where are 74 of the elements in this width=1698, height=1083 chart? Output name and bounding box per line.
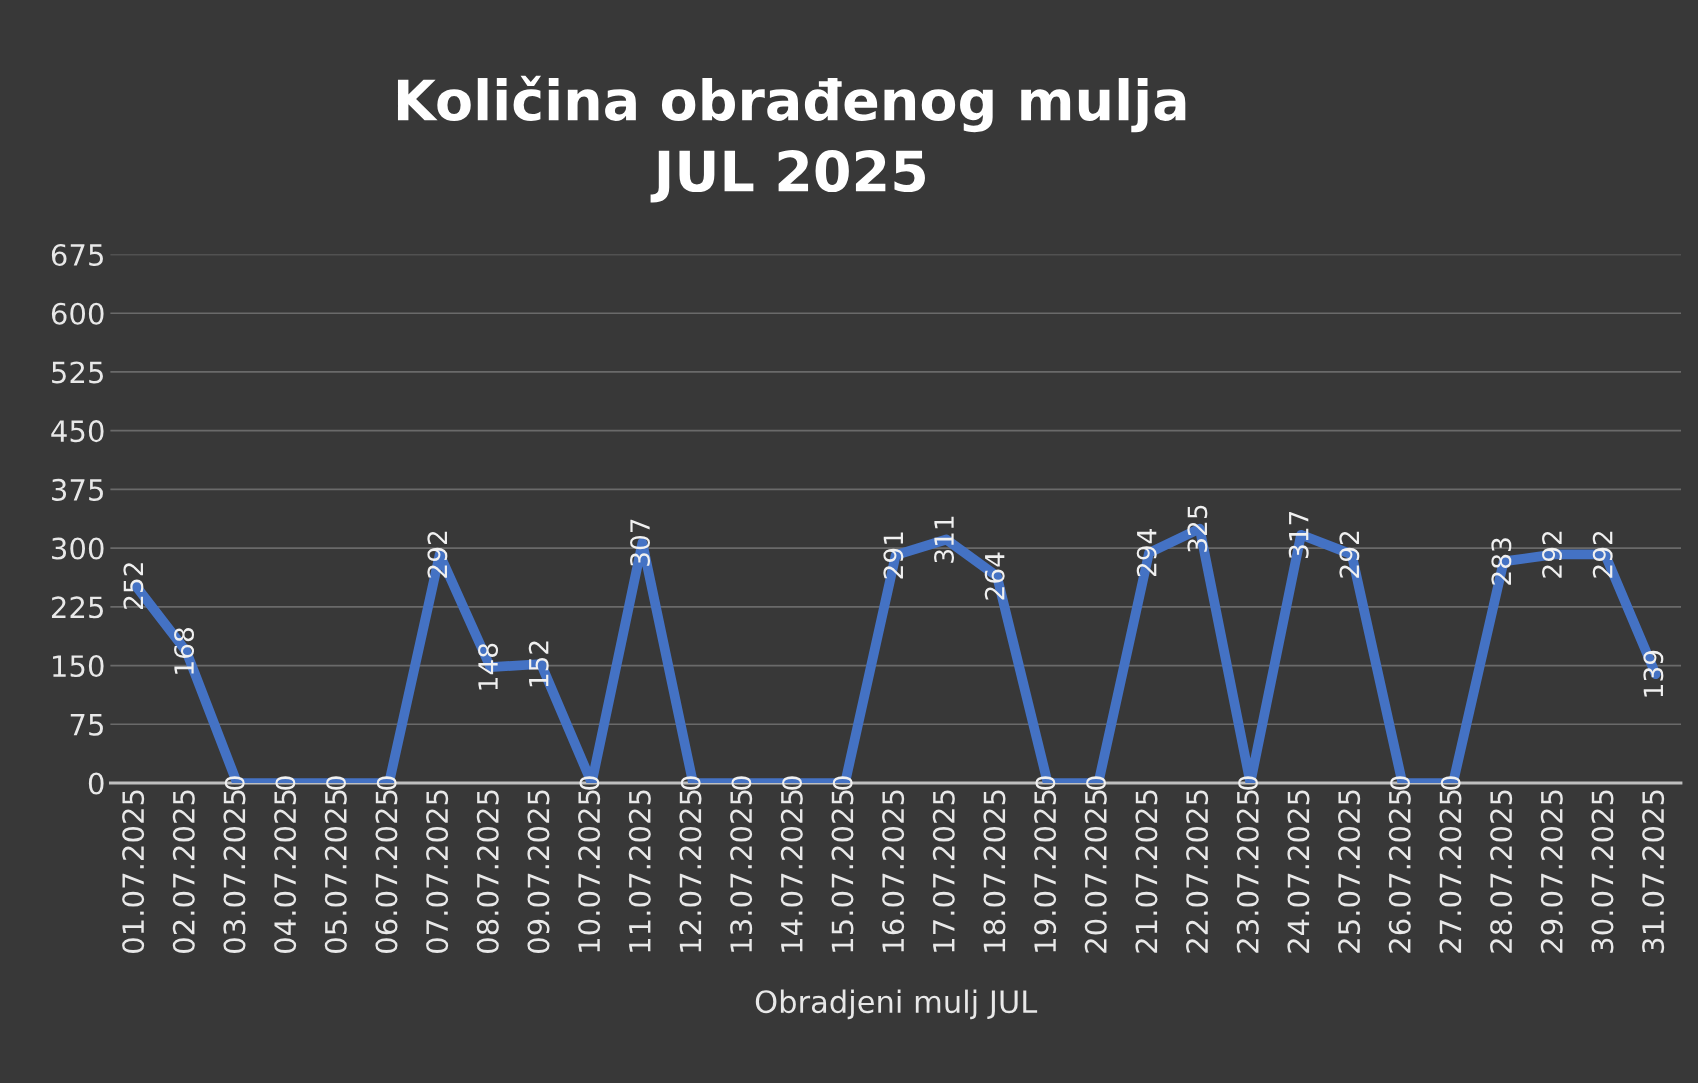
x-tick-label: 27.07.2025 [1439, 790, 1462, 953]
x-tick-label: 15.07.2025 [831, 790, 854, 952]
x-tick-label: 20.07.2025 [1084, 790, 1107, 953]
data-label: 0 [1440, 776, 1461, 790]
x-tick-label: 06.07.2025 [375, 790, 398, 953]
x-tick-label: 12.07.2025 [679, 790, 702, 952]
x-tick-label: 09.07.2025 [527, 790, 550, 953]
chart-title: Količina obrađenog mulja JUL 2025 [397, 75, 1186, 203]
x-axis-title: Obradjeni mulj JUL [755, 989, 1038, 1020]
y-tick-label: 675 [51, 243, 103, 266]
y-tick-label: 375 [52, 478, 103, 501]
y-tick-label: 525 [52, 361, 103, 384]
data-label: 292 [1592, 531, 1613, 578]
x-tick-label: 05.07.2025 [324, 790, 347, 953]
data-label: 317 [1288, 511, 1309, 558]
data-label: 292 [427, 531, 448, 578]
x-tick-label: 31.07.2025 [1642, 790, 1665, 953]
x-tick-label: 26.07.2025 [1388, 790, 1411, 953]
data-label: 291 [883, 532, 904, 579]
x-tick-label: 25.07.2025 [1338, 790, 1361, 953]
data-label: 292 [1339, 531, 1360, 578]
data-label: 139 [1643, 650, 1664, 697]
y-tick-label: 300 [52, 537, 104, 560]
x-tick-label: 19.07.2025 [1034, 790, 1057, 952]
x-tick-label: 08.07.2025 [476, 790, 499, 953]
x-tick-label: 28.07.2025 [1490, 790, 1513, 953]
x-tick-label: 22.07.2025 [1186, 790, 1209, 953]
y-tick-label: 600 [51, 302, 104, 325]
x-tick-label: 23.07.2025 [1236, 790, 1259, 953]
data-label: 0 [224, 776, 245, 790]
x-tick-label: 18.07.2025 [983, 790, 1006, 952]
x-tick-label: 21.07.2025 [1135, 790, 1158, 953]
data-label: 0 [832, 776, 853, 790]
data-label: 0 [376, 776, 397, 790]
data-label: 0 [680, 776, 701, 790]
data-label: 311 [934, 516, 955, 563]
y-tick-label: 75 [70, 714, 103, 736]
data-label: 0 [1390, 776, 1411, 790]
x-tick-label: 02.07.2025 [172, 790, 195, 953]
data-label: 264 [984, 552, 1005, 600]
data-label: 252 [123, 563, 144, 609]
x-tick-label: 14.07.2025 [780, 790, 803, 952]
x-tick-label: 30.07.2025 [1591, 790, 1614, 953]
data-label: 307 [630, 519, 651, 566]
data-label: 152 [528, 641, 549, 687]
y-tick-label: 0 [88, 772, 104, 795]
data-label: 0 [275, 776, 296, 790]
data-label: 283 [1491, 538, 1512, 585]
y-tick-label: 150 [53, 655, 104, 678]
data-label: 0 [326, 776, 347, 790]
x-tick-label: 10.07.2025 [578, 790, 601, 952]
data-label: 294 [1136, 529, 1157, 577]
y-tick-label: 225 [51, 596, 103, 619]
data-label: 0 [1086, 776, 1107, 790]
data-label: 325 [1187, 505, 1208, 552]
x-tick-label: 16.07.2025 [882, 790, 905, 952]
x-tick-label: 01.07.2025 [122, 790, 145, 953]
x-tick-label: 04.07.2025 [274, 790, 297, 953]
x-tick-label: 07.07.2025 [426, 790, 449, 953]
data-label: 0 [579, 776, 600, 790]
x-tick-label: 24.07.2025 [1287, 790, 1310, 953]
x-tick-label: 17.07.2025 [932, 790, 955, 952]
data-label: 0 [1238, 776, 1259, 790]
data-label: 0 [782, 776, 803, 790]
data-label: 0 [731, 776, 752, 790]
y-tick-label: 450 [51, 420, 104, 443]
x-tick-label: 03.07.2025 [223, 790, 246, 953]
x-tick-label: 13.07.2025 [730, 790, 753, 952]
x-tick-label: 11.07.2025 [628, 790, 651, 952]
data-label: 168 [174, 628, 195, 674]
data-label: 0 [1035, 776, 1056, 790]
data-label: 148 [478, 643, 499, 690]
data-label: 292 [1542, 531, 1563, 578]
x-tick-label: 29.07.2025 [1540, 790, 1563, 953]
